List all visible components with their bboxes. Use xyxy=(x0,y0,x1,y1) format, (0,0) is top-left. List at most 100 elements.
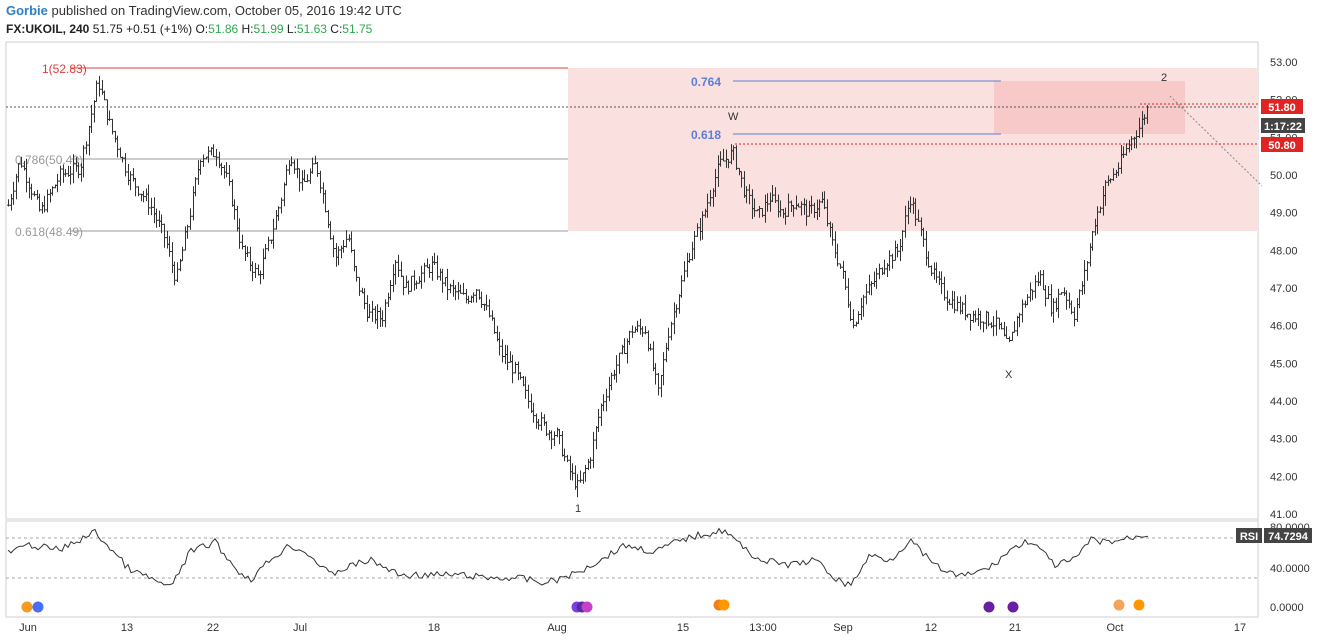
event-dot[interactable] xyxy=(718,599,730,611)
low-label: L: xyxy=(286,22,297,36)
price-tag-upper: 51.80 xyxy=(1261,99,1303,114)
candle xyxy=(1091,231,1094,251)
candle xyxy=(449,283,452,294)
candle xyxy=(1104,180,1107,206)
fib-label-618-blue: 0.618 xyxy=(691,128,721,142)
candle xyxy=(901,230,904,252)
candle xyxy=(969,313,972,331)
time-tick-label: 21 xyxy=(1009,622,1021,634)
candle xyxy=(129,171,132,191)
candle xyxy=(293,159,296,174)
wave-label-1: 1 xyxy=(575,503,581,515)
candle xyxy=(337,246,340,266)
event-dot[interactable] xyxy=(32,601,44,613)
candle xyxy=(826,199,829,227)
time-tick-label: Aug xyxy=(547,622,567,634)
candle xyxy=(548,430,551,441)
high-label: H: xyxy=(241,22,254,36)
candle xyxy=(787,193,790,217)
low-value: 51.63 xyxy=(296,22,327,36)
candle xyxy=(927,251,930,268)
candle xyxy=(545,421,548,436)
candle xyxy=(134,177,137,197)
candle xyxy=(106,99,109,126)
event-dot[interactable] xyxy=(1113,599,1125,611)
candle xyxy=(657,373,660,396)
candle xyxy=(855,321,858,327)
svg-text:50.80: 50.80 xyxy=(1268,140,1296,152)
candle xyxy=(1042,270,1045,291)
candle xyxy=(311,157,314,174)
candle xyxy=(852,309,855,329)
event-dot[interactable] xyxy=(1007,601,1019,613)
candle xyxy=(17,163,20,183)
candle xyxy=(842,260,845,279)
candle xyxy=(680,275,683,298)
candle xyxy=(1011,331,1014,341)
price-tick-label: 53.00 xyxy=(1270,57,1298,69)
candle xyxy=(277,206,280,221)
candle xyxy=(462,282,465,295)
candle xyxy=(202,154,205,167)
wave-label-x: X xyxy=(1005,369,1013,381)
candle xyxy=(628,330,631,345)
candle xyxy=(1109,178,1112,184)
candle xyxy=(636,320,639,333)
candle xyxy=(1063,287,1066,296)
candle xyxy=(329,221,332,240)
candle xyxy=(233,199,236,220)
candle xyxy=(878,263,881,280)
candle xyxy=(956,296,959,312)
candle xyxy=(46,189,49,213)
candle xyxy=(543,414,546,426)
candle xyxy=(155,208,158,228)
svg-text:1:17:22: 1:17:22 xyxy=(1264,121,1302,133)
candle xyxy=(982,321,985,333)
candle xyxy=(59,165,62,186)
candle xyxy=(652,341,655,372)
candle xyxy=(639,318,642,335)
projection-line[interactable] xyxy=(1169,95,1263,187)
candle xyxy=(415,280,418,290)
close-label: C: xyxy=(330,22,343,36)
candle xyxy=(301,170,304,191)
time-tick-label: 17 xyxy=(1234,622,1246,634)
candle xyxy=(368,304,371,319)
event-dot[interactable] xyxy=(1133,599,1145,611)
candle xyxy=(1122,146,1125,158)
author-name[interactable]: Gorbie xyxy=(6,3,48,18)
candle xyxy=(875,268,878,289)
time-tick-label: 15 xyxy=(677,622,689,634)
candle xyxy=(264,244,267,260)
candle xyxy=(218,151,221,169)
candle xyxy=(670,321,673,341)
event-dot[interactable] xyxy=(21,601,33,613)
candle xyxy=(649,343,652,351)
candle xyxy=(20,156,23,168)
candle xyxy=(797,203,800,208)
candle xyxy=(511,354,514,384)
candle xyxy=(935,262,938,283)
candle xyxy=(948,298,951,305)
fib-zone-inner xyxy=(994,81,1185,134)
candle xyxy=(1096,206,1099,235)
candle xyxy=(153,197,156,224)
candle xyxy=(883,259,886,275)
candle xyxy=(285,164,288,186)
candle xyxy=(340,245,343,259)
candle xyxy=(30,183,33,200)
candle xyxy=(371,300,374,322)
event-dot[interactable] xyxy=(581,601,593,613)
candle xyxy=(1037,271,1040,287)
candle xyxy=(836,243,839,267)
candle xyxy=(402,275,405,296)
candle xyxy=(410,275,413,292)
rsi-tick-0: 0.0000 xyxy=(1270,602,1304,614)
candle xyxy=(387,292,390,307)
candle xyxy=(324,189,327,213)
candle xyxy=(537,419,540,430)
candle xyxy=(766,193,769,212)
price-tick-label: 47.00 xyxy=(1270,283,1298,295)
event-dot[interactable] xyxy=(983,601,995,613)
